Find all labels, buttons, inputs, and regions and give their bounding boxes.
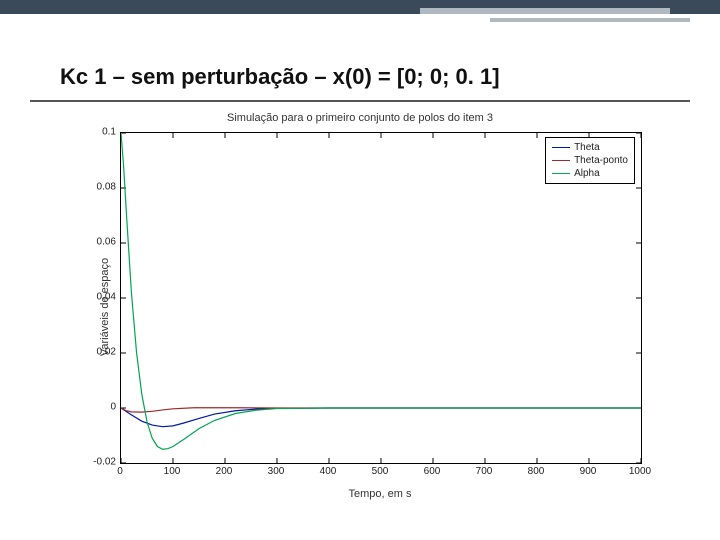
decorative-bar-1 [420,8,670,14]
y-tick-label: 0.06 [97,237,116,248]
x-tick-label: 800 [528,466,545,477]
legend-swatch [552,173,570,174]
x-tick-label: 400 [320,466,337,477]
legend-entry: Alpha [552,167,628,180]
y-tick-label: 0.04 [97,292,116,303]
decorative-bar-2 [490,18,690,22]
x-tick-label: 300 [268,466,285,477]
page-title: Kc 1 – sem perturbação – x(0) = [0; 0; 0… [30,34,690,102]
x-tick-label: 1000 [629,466,651,477]
x-tick-label: 500 [372,466,389,477]
slide-top-border [0,0,720,14]
x-tick-label: 100 [164,466,181,477]
x-tick-label: 600 [424,466,441,477]
y-tick-label: -0.02 [93,457,116,468]
y-tick-label: 0 [110,402,116,413]
legend-entry: Theta [552,141,628,154]
plot-area: Theta Theta-ponto Alpha [120,132,642,464]
x-tick-label: 0 [117,466,123,477]
y-tick-label: 0.02 [97,347,116,358]
legend-swatch [552,160,570,161]
y-tick-label: 0.1 [102,127,116,138]
legend-label: Alpha [574,168,600,179]
y-axis-label: Variáveis de espaço [99,258,111,356]
chart-title: Simulação para o primeiro conjunto de po… [50,112,670,124]
legend-label: Theta-ponto [574,155,628,166]
series-theta [121,408,641,427]
legend-entry: Theta-ponto [552,154,628,167]
legend-swatch [552,147,570,148]
x-tick-label: 900 [580,466,597,477]
x-tick-label: 700 [476,466,493,477]
x-tick-label: 200 [216,466,233,477]
chart-container: Simulação para o primeiro conjunto de po… [50,112,670,502]
y-tick-label: 0.08 [97,182,116,193]
x-axis-label: Tempo, em s [120,488,640,500]
legend-box: Theta Theta-ponto Alpha [545,137,635,184]
legend-label: Theta [574,142,600,153]
